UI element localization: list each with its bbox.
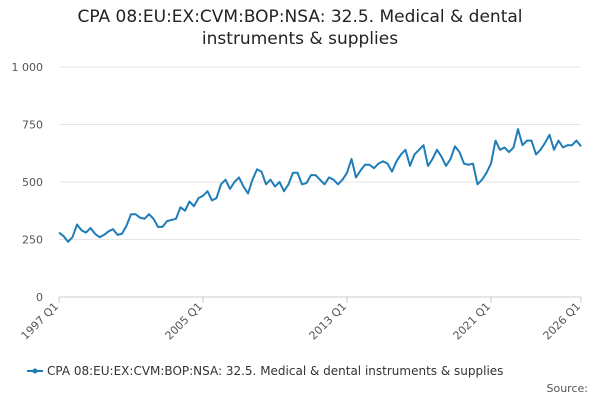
x-tick-label: 2005 Q1 xyxy=(163,300,206,343)
y-tick-label: 750 xyxy=(22,119,43,132)
x-tick-label: 2013 Q1 xyxy=(307,300,350,343)
y-tick-label: 250 xyxy=(22,234,43,247)
y-tick-label: 1 000 xyxy=(12,61,44,74)
y-tick-label: 500 xyxy=(22,176,43,189)
x-tick-label: 2026 Q1 xyxy=(541,300,584,343)
y-tick-label: 0 xyxy=(36,291,43,304)
series-line xyxy=(58,128,582,243)
legend-label: CPA 08:EU:EX:CVM:BOP:NSA: 32.5. Medical … xyxy=(47,364,503,378)
source-label: Source: xyxy=(547,382,589,395)
legend-marker xyxy=(32,368,38,374)
x-tick-label: 2021 Q1 xyxy=(451,300,494,343)
x-tick-label: 1997 Q1 xyxy=(19,300,62,343)
chart-title: CPA 08:EU:EX:CVM:BOP:NSA: 32.5. Medical … xyxy=(77,7,523,49)
